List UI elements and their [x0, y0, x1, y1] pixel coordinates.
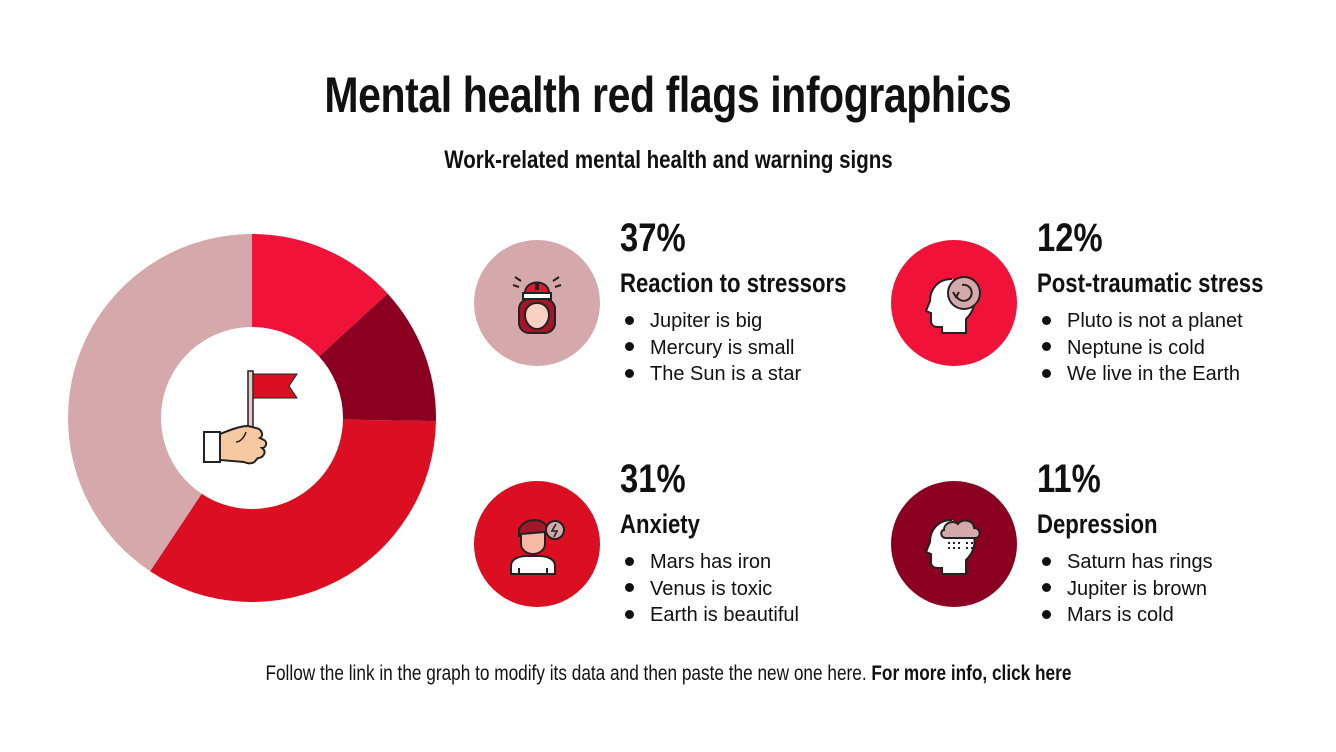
hand-holding-red-flag-icon — [203, 370, 298, 465]
stat-percent: 11% — [1037, 457, 1101, 501]
donut-segment-depression[interactable] — [319, 293, 436, 422]
alarm-siren-person-icon — [512, 276, 562, 334]
icon-circle — [891, 481, 1017, 607]
list-item: The Sun is a star — [620, 361, 801, 388]
icon-circle — [474, 240, 600, 366]
bullet-list: Pluto is not a planet Neptune is cold We… — [1037, 308, 1243, 388]
stat-label: Anxiety — [620, 509, 700, 539]
stat-percent: 37% — [620, 216, 686, 260]
icon-circle — [474, 481, 600, 607]
page-title: Mental health red flags infographics — [324, 67, 1012, 123]
list-item: Neptune is cold — [1037, 335, 1243, 362]
list-item: Jupiter is big — [620, 308, 801, 335]
stat-label: Depression — [1037, 509, 1158, 539]
head-with-rain-cloud-icon — [924, 519, 981, 575]
list-item: Earth is beautiful — [620, 602, 799, 629]
donut-segment-reaction-to-stressors[interactable] — [67, 234, 252, 572]
more-info-link[interactable]: For more info, click here — [870, 662, 1071, 685]
donut-segment-post-traumatic-stress[interactable] — [252, 234, 388, 357]
footer-text: Follow the link in the graph to modify i… — [265, 662, 867, 685]
bullet-list: Mars has iron Venus is toxic Earth is be… — [620, 549, 799, 629]
stat-percent: 31% — [620, 457, 686, 501]
list-item: Mars has iron — [620, 549, 799, 576]
footer-note: Follow the link in the graph to modify i… — [0, 662, 1336, 686]
donut-chart[interactable] — [60, 226, 444, 610]
donut-segment-anxiety[interactable] — [150, 419, 436, 602]
stat-reaction-to-stressors: 37% Reaction to stressors Jupiter is big… — [474, 216, 894, 410]
list-item: Pluto is not a planet — [1037, 308, 1243, 335]
stat-depression: 11% Depression Saturn has rings Jupiter … — [891, 457, 1311, 651]
stat-post-traumatic-stress: 12% Post-traumatic stress Pluto is not a… — [891, 216, 1311, 410]
list-item: Mars is cold — [1037, 602, 1213, 629]
list-item: We live in the Earth — [1037, 361, 1243, 388]
list-item: Saturn has rings — [1037, 549, 1213, 576]
anxious-person-icon — [510, 519, 565, 575]
bullet-list: Jupiter is big Mercury is small The Sun … — [620, 308, 801, 388]
list-item: Mercury is small — [620, 335, 801, 362]
stat-label: Reaction to stressors — [620, 268, 847, 298]
bullet-list: Saturn has rings Jupiter is brown Mars i… — [1037, 549, 1213, 629]
stat-label: Post-traumatic stress — [1037, 268, 1264, 298]
list-item: Venus is toxic — [620, 576, 799, 603]
icon-circle — [891, 240, 1017, 366]
donut-chart-svg — [67, 234, 436, 602]
stat-percent: 12% — [1037, 216, 1103, 260]
list-item: Jupiter is brown — [1037, 576, 1213, 603]
head-with-loop-icon — [924, 276, 981, 334]
page-subtitle: Work-related mental health and warning s… — [443, 146, 893, 174]
stat-anxiety: 31% Anxiety Mars has iron Venus is toxic… — [474, 457, 894, 651]
